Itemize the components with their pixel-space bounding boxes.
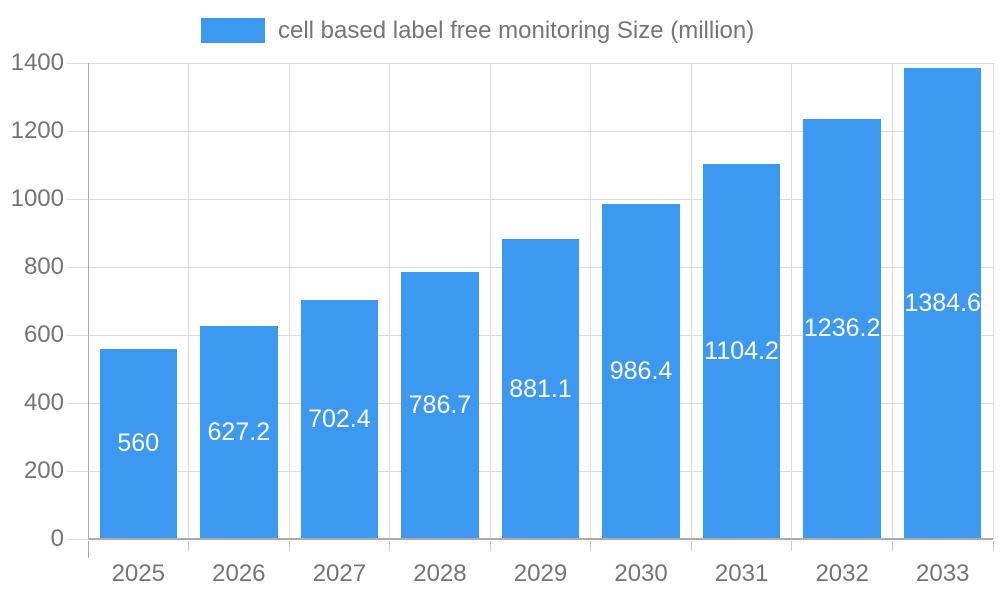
bar-value-label: 702.4: [308, 405, 371, 434]
x-axis-tick: [489, 541, 491, 551]
x-axis-category-label: 2029: [513, 560, 568, 587]
x-gridline: [590, 63, 592, 539]
bar-value-label: 1236.2: [803, 314, 881, 343]
x-axis-tick: [389, 541, 391, 551]
x-gridline: [188, 63, 190, 539]
bar[interactable]: 560: [99, 348, 177, 539]
legend: cell based label free monitoring Size (m…: [201, 18, 754, 43]
x-gridline: [891, 63, 893, 539]
x-axis-tick: [590, 541, 592, 551]
y-axis-line: [87, 63, 89, 539]
bar[interactable]: 627.2: [200, 325, 278, 539]
x-gridline: [690, 63, 692, 539]
bar[interactable]: 1104.2: [702, 163, 781, 539]
x-axis-category-label: 2026: [212, 560, 266, 587]
bar[interactable]: 1384.6: [904, 68, 982, 539]
bar-value-label: 881.1: [509, 374, 572, 403]
x-axis-category-label: 2028: [413, 560, 467, 587]
bar-value-label: 786.7: [408, 390, 472, 419]
x-gridline: [489, 63, 491, 539]
bar[interactable]: 986.4: [602, 203, 680, 539]
x-axis-category-label: 2027: [312, 560, 367, 587]
x-gridline: [791, 63, 793, 539]
bar-value-label: 1104.2: [704, 336, 779, 365]
y-axis-tick-label: 1000: [10, 185, 64, 212]
y-axis-tick-label: 600: [23, 321, 64, 348]
y-axis-tick-label: 400: [23, 389, 64, 416]
bar[interactable]: 881.1: [501, 239, 580, 539]
x-axis-category-label: 2033: [916, 560, 970, 587]
bar-value-label: 986.4: [609, 356, 673, 385]
bar[interactable]: 702.4: [300, 300, 379, 539]
legend-label: cell based label free monitoring Size (m…: [278, 17, 755, 44]
y-axis-tick-label: 1200: [10, 117, 64, 144]
bar-value-label: 560: [117, 429, 160, 458]
x-axis-category-label: 2025: [111, 560, 165, 587]
y-axis-tick-label: 0: [50, 525, 64, 552]
x-axis-tick: [791, 541, 793, 551]
y-axis-tick-label: 200: [23, 457, 64, 484]
x-gridline: [288, 63, 290, 539]
x-axis-tick: [288, 541, 290, 551]
bar-value-label: 627.2: [207, 417, 271, 446]
x-axis-tick: [992, 541, 994, 551]
x-axis-tick: [188, 541, 190, 551]
x-axis-tick: [690, 541, 692, 551]
bar[interactable]: 1236.2: [803, 118, 881, 539]
y-gridline: [67, 198, 993, 200]
x-axis-tick: [891, 541, 893, 551]
x-axis-category-label: 2032: [815, 560, 869, 587]
x-gridline: [389, 63, 391, 539]
legend-swatch: [201, 18, 265, 43]
y-axis-tick-label: 800: [23, 253, 64, 280]
x-axis-tick: [87, 541, 89, 558]
x-axis-category-label: 2030: [614, 560, 668, 587]
x-axis-category-label: 2031: [714, 560, 769, 587]
bar[interactable]: 786.7: [401, 271, 479, 539]
x-axis-baseline: [88, 538, 993, 540]
y-axis-tick-label: 1400: [10, 49, 64, 76]
x-gridline: [992, 63, 994, 539]
bar-value-label: 1384.6: [904, 289, 981, 318]
y-gridline: [67, 130, 993, 132]
y-gridline: [67, 62, 993, 64]
